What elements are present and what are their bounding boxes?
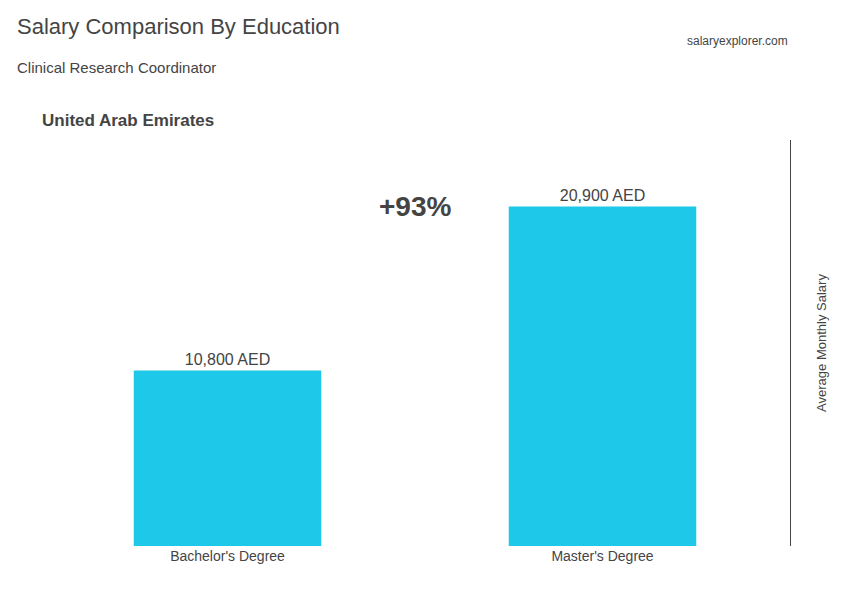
svg-text:United Arab Emirates: United Arab Emirates (42, 111, 214, 130)
svg-text:Average Monthly Salary: Average Monthly Salary (814, 274, 829, 412)
svg-text:Salary Comparison By Education: Salary Comparison By Education (17, 14, 340, 39)
svg-text:salaryexplorer.com: salaryexplorer.com (687, 34, 788, 48)
svg-text:Master's Degree: Master's Degree (551, 548, 653, 564)
svg-text:10,800 AED: 10,800 AED (185, 351, 270, 368)
svg-text:Clinical Research Coordinator: Clinical Research Coordinator (17, 59, 216, 76)
svg-text:20,900 AED: 20,900 AED (560, 187, 645, 204)
svg-text:+93%: +93% (379, 191, 451, 222)
svg-text:Bachelor's Degree: Bachelor's Degree (170, 548, 285, 564)
